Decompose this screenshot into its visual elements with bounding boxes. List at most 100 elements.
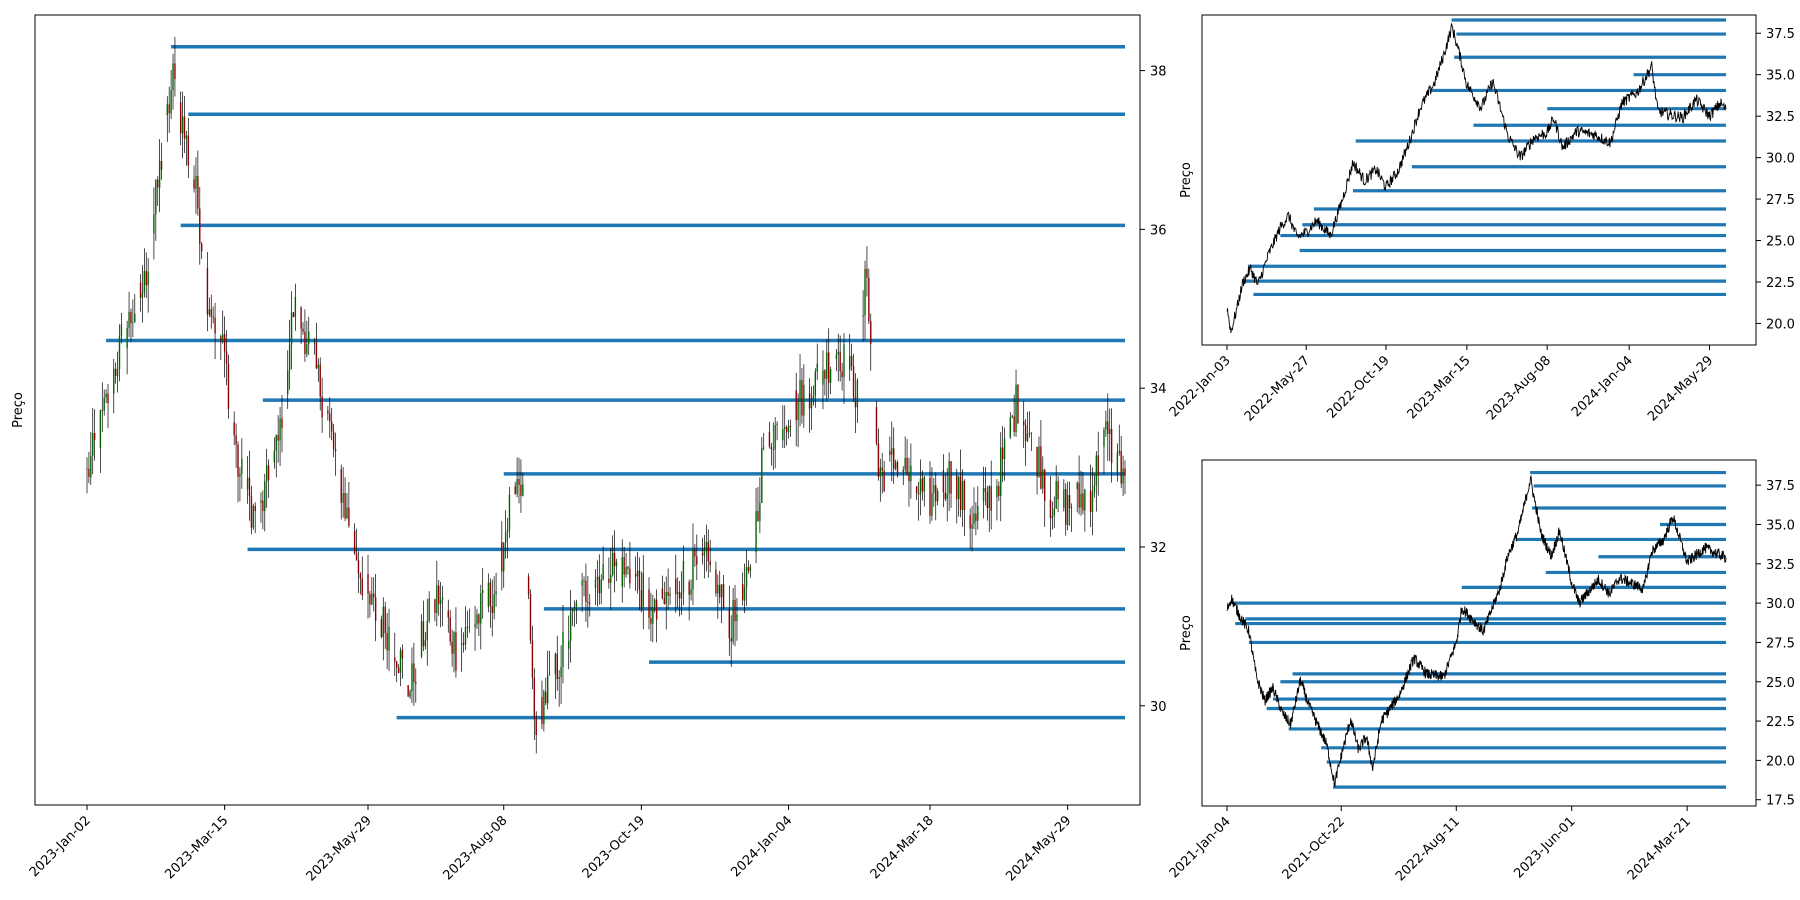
candle-body <box>556 653 558 680</box>
candle-body <box>93 433 96 440</box>
candle-body <box>971 524 973 529</box>
x-tick-label: 2023-Jan-02 <box>27 813 94 880</box>
candle-body <box>501 542 503 572</box>
candle-body <box>763 447 765 449</box>
candle-body <box>822 370 824 385</box>
candle-body <box>545 691 547 704</box>
candle-body <box>277 435 279 441</box>
candle-body <box>1009 417 1012 438</box>
candle-body <box>608 578 610 583</box>
x-tick-label: 2023-Aug-08 <box>440 813 510 883</box>
candle-body <box>491 606 493 613</box>
candle-body <box>921 478 924 492</box>
candle-body <box>610 574 612 583</box>
x-tick-label: 2023-Mar-15 <box>162 813 231 882</box>
candle-body <box>541 697 543 724</box>
candle-body <box>701 553 704 556</box>
candle-body <box>482 590 484 594</box>
y-tick-label: 25.0 <box>1766 676 1795 691</box>
candle-body <box>824 370 826 379</box>
candle-body <box>141 292 144 298</box>
candle-body <box>747 567 750 571</box>
candle-body <box>705 541 708 550</box>
candle-body <box>254 505 256 512</box>
candle-body <box>264 481 266 511</box>
candle-body <box>789 425 792 427</box>
candle-body <box>546 675 549 704</box>
candle-body <box>936 491 939 502</box>
candle-body <box>812 395 815 401</box>
plot-frame <box>34 14 1141 806</box>
candle-body <box>719 584 721 598</box>
candle-body <box>795 390 797 421</box>
candle-body <box>172 63 174 91</box>
candle-body <box>487 582 490 607</box>
candle-body <box>734 600 736 622</box>
candle-body <box>883 470 885 492</box>
candle-body <box>145 270 147 286</box>
candle-body <box>281 418 283 429</box>
candle-body <box>250 496 253 528</box>
candle-body <box>210 309 212 317</box>
candle-body <box>787 425 790 433</box>
y-tick-label: 20.0 <box>1766 754 1795 769</box>
candle-body <box>401 650 404 659</box>
candle-body <box>420 621 423 657</box>
candle-body <box>808 393 811 409</box>
candle-body <box>317 364 320 369</box>
candle-body <box>428 598 430 621</box>
y-tick-label: 25.0 <box>1766 235 1795 250</box>
candle-body <box>128 311 130 328</box>
candle-body <box>260 500 262 503</box>
x-tick-label: 2023-Oct-19 <box>580 813 648 881</box>
candle-body <box>367 574 369 594</box>
candle-body <box>1022 421 1025 425</box>
candle-body <box>300 307 302 329</box>
x-tick-label: 2023-Mar-15 <box>1405 353 1474 422</box>
candle-body <box>531 640 534 678</box>
candle-body <box>380 619 383 637</box>
candle-body <box>828 352 830 383</box>
candle-body <box>749 566 752 571</box>
y-tick-label: 37.5 <box>1766 27 1795 42</box>
x-tick-label: 2024-May-29 <box>1645 353 1716 424</box>
candle-body <box>233 422 235 436</box>
candle-body <box>768 432 771 447</box>
candle-body <box>774 425 776 450</box>
candle-body <box>543 691 545 724</box>
candle-body <box>736 614 738 622</box>
candle-body <box>931 492 933 516</box>
candle-body <box>589 602 591 604</box>
candle-body <box>1049 500 1052 519</box>
candle-body <box>99 410 102 449</box>
y-tick-label: 30.0 <box>1766 152 1795 167</box>
candle-body <box>1055 481 1057 509</box>
candle-body <box>308 331 310 345</box>
candle-body <box>678 592 681 599</box>
candle-body <box>722 584 725 609</box>
y-tick-label: 27.5 <box>1766 193 1795 208</box>
candle-body <box>1042 469 1044 489</box>
candle-body <box>732 600 734 642</box>
candle-body <box>1070 507 1073 509</box>
candle-body <box>157 179 159 188</box>
candle-body <box>839 351 841 372</box>
candles <box>86 36 1126 754</box>
candle-body <box>636 570 639 577</box>
candle-body <box>956 475 958 499</box>
candle-body <box>1040 446 1042 489</box>
candle-body <box>560 667 562 678</box>
candle-body <box>1076 482 1078 490</box>
candle-body <box>676 592 679 595</box>
candle-body <box>1057 481 1059 500</box>
candle-body <box>797 401 799 421</box>
candle-body <box>374 597 377 621</box>
candle-body <box>950 461 952 494</box>
candle-body <box>745 567 748 588</box>
y-tick-label: 38 <box>1150 65 1167 80</box>
candle-body <box>984 487 987 492</box>
candle-body <box>330 421 333 432</box>
x-tick-label: 2024-Mar-21 <box>1625 814 1694 883</box>
candle-body <box>776 423 778 426</box>
candle-body <box>1089 490 1092 513</box>
